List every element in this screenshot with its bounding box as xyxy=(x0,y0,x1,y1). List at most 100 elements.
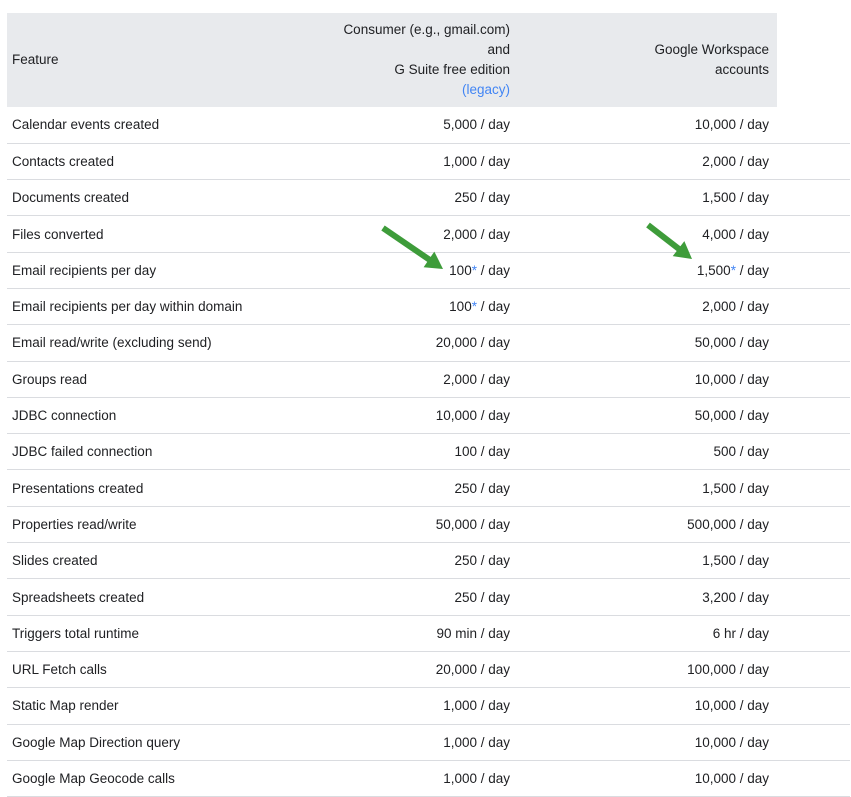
spacer-cell xyxy=(777,143,850,181)
table-row: Google Map Direction query 1,000 / day 10,… xyxy=(7,724,850,761)
feature-cell: Contacts created xyxy=(7,143,327,181)
consumer-quota-cell: 250 / day xyxy=(327,542,515,580)
workspace-quota-cell: 2,000 / day xyxy=(515,288,777,326)
workspace-quota-cell: 50,000 / day xyxy=(515,397,777,435)
header-feature: Feature xyxy=(7,13,327,107)
footnote-asterisk-link[interactable]: * xyxy=(471,299,477,315)
feature-cell: Slides created xyxy=(7,542,327,580)
feature-cell: Calendar events created xyxy=(7,107,327,144)
consumer-quota-cell: 250 / day xyxy=(327,179,515,217)
quota-table: Feature Consumer (e.g., gmail.com) and G… xyxy=(7,13,850,797)
workspace-quota-cell: 2,000 / day xyxy=(515,143,777,181)
consumer-quota-cell: 10,000 / day xyxy=(327,397,515,435)
header-consumer-line: Consumer (e.g., gmail.com) xyxy=(343,22,510,37)
table-row: Spreadsheets created 250 / day 3,200 / day xyxy=(7,578,850,616)
spacer-cell xyxy=(777,724,850,761)
consumer-quota-cell: 90 min / day xyxy=(327,615,515,652)
consumer-quota-cell: 20,000 / day xyxy=(327,651,515,689)
feature-cell: Documents created xyxy=(7,179,327,217)
consumer-quota-cell: 20,000 / day xyxy=(327,324,515,362)
spacer-cell xyxy=(777,397,850,435)
table-row: Contacts created 1,000 / day 2,000 / day xyxy=(7,143,850,181)
feature-cell: Presentations created xyxy=(7,469,327,507)
legacy-link[interactable]: (legacy) xyxy=(461,82,510,97)
spacer-cell xyxy=(777,469,850,507)
table-row: URL Fetch calls 20,000 / day 100,000 / day xyxy=(7,651,850,689)
consumer-quota-cell: 250 / day xyxy=(327,578,515,616)
footnote-asterisk-link[interactable]: * xyxy=(730,262,736,278)
consumer-quota-cell: 1,000 / day xyxy=(327,760,515,797)
header-consumer-legacy-line: (legacy) xyxy=(327,80,510,100)
header-row: Feature Consumer (e.g., gmail.com) and G… xyxy=(7,13,850,107)
feature-cell: Email read/write (excluding send) xyxy=(7,324,327,362)
workspace-quota-cell: 4,000 / day xyxy=(515,215,777,253)
header-consumer-line: and xyxy=(487,42,510,57)
quota-table-body: Calendar events created 5,000 / day 10,000… xyxy=(7,107,850,797)
table-row: Calendar events created 5,000 / day 10,000… xyxy=(7,107,850,144)
header-consumer-line: G Suite free edition xyxy=(394,62,510,77)
feature-cell: Google Map Direction query xyxy=(7,724,327,761)
spacer-cell xyxy=(777,179,850,217)
spacer-cell xyxy=(777,506,850,544)
footnote-asterisk-link[interactable]: * xyxy=(471,262,477,278)
feature-cell: Google Map Geocode calls xyxy=(7,760,327,797)
consumer-quota-cell: 50,000 / day xyxy=(327,506,515,544)
consumer-quota-cell: 5,000 / day xyxy=(327,107,515,144)
header-workspace-line: Google Workspace xyxy=(654,42,769,57)
workspace-quota-cell: 50,000 / day xyxy=(515,324,777,362)
header-spacer xyxy=(777,13,850,107)
consumer-quota-cell: 100* / day xyxy=(327,252,515,289)
spacer-cell xyxy=(777,433,850,471)
spacer-cell xyxy=(777,361,850,398)
consumer-quota-cell: 2,000 / day xyxy=(327,361,515,398)
consumer-quota-cell: 100* / day xyxy=(327,288,515,326)
workspace-quota-cell: 1,500 / day xyxy=(515,542,777,580)
consumer-quota-cell: 1,000 / day xyxy=(327,687,515,725)
table-row: Properties read/write 50,000 / day 500,000… xyxy=(7,506,850,544)
table-row: Email read/write (excluding send) 20,000 … xyxy=(7,324,850,362)
header-workspace-line: accounts xyxy=(714,62,769,77)
consumer-quota-cell: 1,000 / day xyxy=(327,143,515,181)
workspace-quota-cell: 1,500* / day xyxy=(515,252,777,289)
quota-table-header: Feature Consumer (e.g., gmail.com) and G… xyxy=(7,13,850,107)
workspace-quota-cell: 10,000 / day xyxy=(515,361,777,398)
spacer-cell xyxy=(777,760,850,797)
spacer-cell xyxy=(777,651,850,689)
table-row: Documents created 250 / day 1,500 / day xyxy=(7,179,850,217)
consumer-quota-cell: 1,000 / day xyxy=(327,724,515,761)
workspace-quota-cell: 500 / day xyxy=(515,433,777,471)
workspace-quota-cell: 10,000 / day xyxy=(515,760,777,797)
workspace-quota-cell: 1,500 / day xyxy=(515,469,777,507)
workspace-quota-cell: 500,000 / day xyxy=(515,506,777,544)
spacer-cell xyxy=(777,252,850,289)
consumer-quota-cell: 2,000 / day xyxy=(327,215,515,253)
spacer-cell xyxy=(777,578,850,616)
feature-cell: JDBC connection xyxy=(7,397,327,435)
spacer-cell xyxy=(777,107,850,144)
feature-cell: Properties read/write xyxy=(7,506,327,544)
table-row: JDBC connection 10,000 / day 50,000 / day xyxy=(7,397,850,435)
table-row: Slides created 250 / day 1,500 / day xyxy=(7,542,850,580)
table-row: Static Map render 1,000 / day 10,000 / day xyxy=(7,687,850,725)
feature-cell: Triggers total runtime xyxy=(7,615,327,652)
table-row: Email recipients per day within domain 10… xyxy=(7,288,850,326)
workspace-quota-cell: 10,000 / day xyxy=(515,724,777,761)
spacer-cell xyxy=(777,215,850,253)
feature-cell: Email recipients per day within domain xyxy=(7,288,327,326)
table-row: Triggers total runtime 90 min / day 6 hr /… xyxy=(7,615,850,652)
spacer-cell xyxy=(777,542,850,580)
table-row: Groups read 2,000 / day 10,000 / day xyxy=(7,361,850,398)
workspace-quota-cell: 100,000 / day xyxy=(515,651,777,689)
table-row: Email recipients per day 100* / day 1,500*… xyxy=(7,252,850,289)
workspace-quota-cell: 10,000 / day xyxy=(515,107,777,144)
spacer-cell xyxy=(777,288,850,326)
feature-cell: Spreadsheets created xyxy=(7,578,327,616)
header-consumer: Consumer (e.g., gmail.com) and G Suite f… xyxy=(327,13,515,107)
feature-cell: JDBC failed connection xyxy=(7,433,327,471)
feature-cell: Groups read xyxy=(7,361,327,398)
workspace-quota-cell: 6 hr / day xyxy=(515,615,777,652)
workspace-quota-cell: 10,000 / day xyxy=(515,687,777,725)
workspace-quota-cell: 3,200 / day xyxy=(515,578,777,616)
consumer-quota-cell: 250 / day xyxy=(327,469,515,507)
workspace-quota-cell: 1,500 / day xyxy=(515,179,777,217)
